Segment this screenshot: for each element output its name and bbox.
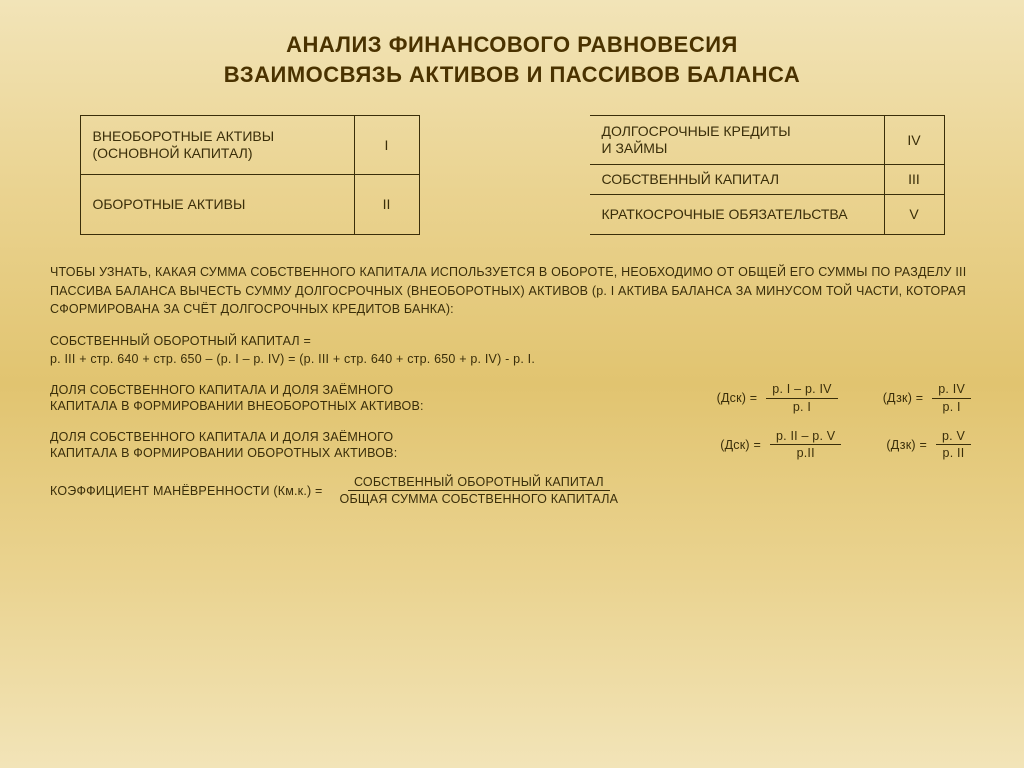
roman-V: V — [909, 206, 918, 224]
roman-IV-cell: IV — [885, 115, 945, 165]
assets-noncurrent-label-b: (ОСНОВНОЙ КАПИТАЛ) — [93, 145, 253, 161]
assets-noncurrent-cell: ВНЕОБОРОТНЫЕ АКТИВЫ (ОСНОВНОЙ КАПИТАЛ) — [80, 115, 355, 175]
maneuverability-label: КОЭФФИЦИЕНТ МАНЁВРЕННОСТИ (Км.к.) = — [50, 483, 323, 499]
share-noncurrent-row: ДОЛЯ СОБСТВЕННОГО КАПИТАЛА И ДОЛЯ ЗАЁМНО… — [50, 382, 974, 415]
dzk1-den: р. I — [937, 399, 967, 414]
dzk-fraction-2: р. V р. II — [936, 429, 971, 461]
own-working-capital-formula: СОБСТВЕННЫЙ ОБОРОТНЫЙ КАПИТАЛ = р. III +… — [50, 332, 974, 368]
equity-label: СОБСТВЕННЫЙ КАПИТАЛ — [602, 171, 780, 189]
longterm-credits-b: И ЗАЙМЫ — [602, 140, 668, 156]
share-noncurrent-b: КАПИТАЛА В ФОРМИРОВАНИИ ВНЕОБОРОТНЫХ АКТ… — [50, 399, 424, 413]
longterm-credits-cell: ДОЛГОСРОЧНЫЕ КРЕДИТЫ И ЗАЙМЫ — [590, 115, 885, 165]
slide-title: АНАЛИЗ ФИНАНСОВОГО РАВНОВЕСИЯ ВЗАИМОСВЯЗ… — [50, 30, 974, 89]
dzk-label-1: (Дзк) = — [883, 390, 924, 406]
roman-V-cell: V — [885, 195, 945, 235]
longterm-credits-a: ДОЛГОСРОЧНЫЕ КРЕДИТЫ — [602, 123, 791, 139]
owc-expression: р. III + стр. 640 + стр. 650 – (р. I – р… — [50, 352, 535, 366]
assets-current-label: ОБОРОТНЫЕ АКТИВЫ — [93, 196, 246, 214]
owc-label: СОБСТВЕННЫЙ ОБОРОТНЫЙ КАПИТАЛ = — [50, 334, 311, 348]
shortterm-liab-cell: КРАТКОСРОЧНЫЕ ОБЯЗАТЕЛЬСТВА — [590, 195, 885, 235]
dzk1-num: р. IV — [932, 382, 971, 398]
share-current-b: КАПИТАЛА В ФОРМИРОВАНИИ ОБОРОТНЫХ АКТИВО… — [50, 446, 397, 460]
equity-cell: СОБСТВЕННЫЙ КАПИТАЛ — [590, 165, 885, 195]
dzk2-num: р. V — [936, 429, 971, 445]
dsk-fraction-1: р. I – р. IV р. I — [766, 382, 837, 414]
share-noncurrent-a: ДОЛЯ СОБСТВЕННОГО КАПИТАЛА И ДОЛЯ ЗАЁМНО… — [50, 383, 393, 397]
roman-IV: IV — [907, 132, 920, 150]
dsk2-den: р.II — [791, 445, 821, 460]
share-current-a: ДОЛЯ СОБСТВЕННОГО КАПИТАЛА И ДОЛЯ ЗАЁМНО… — [50, 430, 393, 444]
shortterm-liab-label: КРАТКОСРОЧНЫЕ ОБЯЗАТЕЛЬСТВА — [602, 206, 848, 224]
km-den: ОБЩАЯ СУММА СОБСТВЕННОГО КАПИТАЛА — [334, 491, 625, 506]
roman-II-cell: II — [355, 175, 420, 235]
dsk1-den: р. I — [787, 399, 817, 414]
maneuverability-row: КОЭФФИЦИЕНТ МАНЁВРЕННОСТИ (Км.к.) = СОБС… — [50, 475, 974, 507]
dsk-fraction-2: р. II – р. V р.II — [770, 429, 841, 461]
assets-current-cell: ОБОРОТНЫЕ АКТИВЫ — [80, 175, 355, 235]
dzk-label-2: (Дзк) = — [886, 437, 927, 453]
dzk-fraction-1: р. IV р. I — [932, 382, 971, 414]
roman-I: I — [385, 137, 389, 155]
balance-table: ВНЕОБОРОТНЫЕ АКТИВЫ (ОСНОВНОЙ КАПИТАЛ) О… — [80, 115, 945, 235]
maneuverability-fraction: СОБСТВЕННЫЙ ОБОРОТНЫЙ КАПИТАЛ ОБЩАЯ СУММ… — [334, 475, 625, 507]
roman-III-cell: III — [885, 165, 945, 195]
title-line-2: ВЗАИМОСВЯЗЬ АКТИВОВ И ПАССИВОВ БАЛАНСА — [224, 62, 801, 87]
roman-III: III — [908, 171, 920, 189]
share-current-row: ДОЛЯ СОБСТВЕННОГО КАПИТАЛА И ДОЛЯ ЗАЁМНО… — [50, 429, 974, 462]
km-num: СОБСТВЕННЫЙ ОБОРОТНЫЙ КАПИТАЛ — [348, 475, 610, 491]
explanation-paragraph: ЧТОБЫ УЗНАТЬ, КАКАЯ СУММА СОБСТВЕННОГО К… — [50, 263, 974, 317]
dsk-label-1: (Дск) = — [717, 390, 758, 406]
assets-noncurrent-label-a: ВНЕОБОРОТНЫЕ АКТИВЫ — [93, 128, 275, 144]
dsk-label-2: (Дск) = — [720, 437, 761, 453]
dsk1-num: р. I – р. IV — [766, 382, 837, 398]
roman-II: II — [383, 196, 391, 214]
dsk2-num: р. II – р. V — [770, 429, 841, 445]
roman-I-cell: I — [355, 115, 420, 175]
title-line-1: АНАЛИЗ ФИНАНСОВОГО РАВНОВЕСИЯ — [286, 32, 738, 57]
dzk2-den: р. II — [937, 445, 971, 460]
